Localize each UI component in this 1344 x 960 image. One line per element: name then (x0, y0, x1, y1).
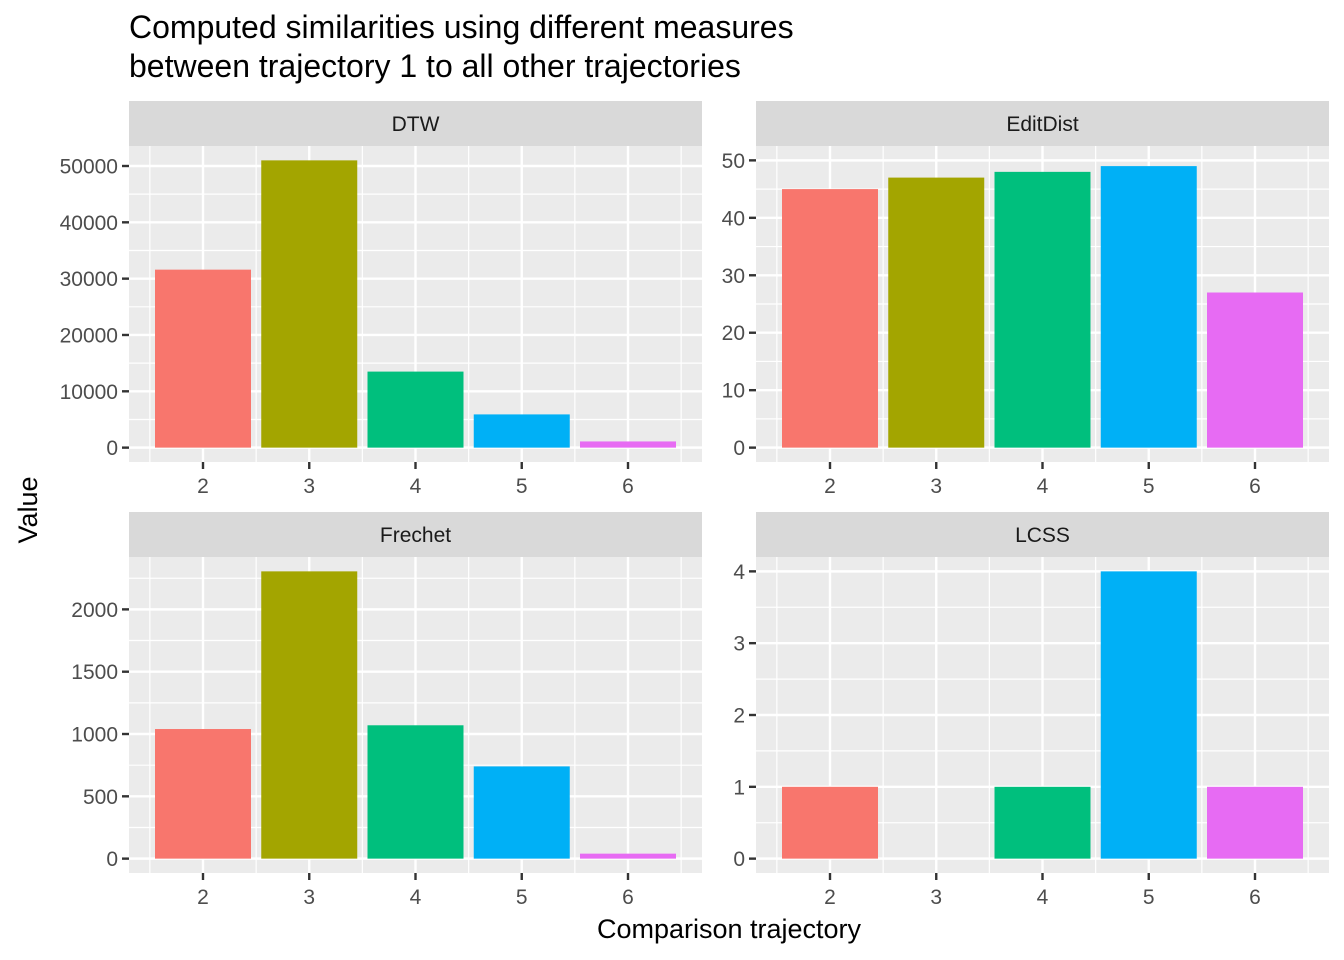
y-tick-label: 0 (733, 848, 745, 871)
y-tick-label: 50 (722, 150, 745, 173)
bar-dtw-3 (261, 160, 358, 448)
bar-frechet-3 (261, 571, 358, 859)
bar-frechet-2 (155, 729, 251, 859)
x-tick-label: 6 (1249, 886, 1261, 909)
chart-title-line-1: Computed similarities using different me… (129, 9, 794, 45)
y-tick-label: 0 (106, 848, 118, 871)
chart-title-line-2: between trajectory 1 to all other trajec… (129, 48, 741, 84)
x-tick-label: 6 (622, 886, 634, 909)
y-tick-label: 10000 (60, 381, 118, 404)
bar-editdist-4 (994, 171, 1091, 448)
x-tick-label: 3 (930, 886, 942, 909)
bar-lcss-5 (1100, 571, 1197, 859)
bar-editdist-6 (1207, 292, 1303, 448)
x-tick-label: 5 (516, 475, 528, 498)
x-tick-label: 4 (410, 886, 422, 909)
y-tick-label: 2000 (71, 599, 118, 622)
bar-dtw-2 (155, 269, 251, 448)
x-tick-label: 5 (516, 886, 528, 909)
y-tick-label: 40000 (60, 212, 118, 235)
x-tick-label: 2 (824, 886, 836, 909)
facet-dtw: DTW 0 10000 20000 30000 40000 50000 2 3 4 5 6 (60, 101, 702, 498)
x-tick-label: 2 (197, 475, 209, 498)
facet-strip (129, 101, 702, 146)
facet-lcss: LCSS 0 1 2 3 4 2 3 4 5 6 (733, 512, 1329, 909)
facet-strip (756, 101, 1329, 146)
bar-editdist-5 (1100, 166, 1197, 448)
y-tick-label: 30000 (60, 268, 118, 291)
y-tick-label: 20000 (60, 324, 118, 347)
x-tick-label: 4 (410, 475, 422, 498)
x-tick-label: 4 (1037, 886, 1049, 909)
y-tick-label: 20 (722, 322, 745, 345)
bar-lcss-6 (1207, 786, 1303, 859)
bar-lcss-2 (782, 786, 878, 859)
facet-strip-label: Frechet (380, 524, 451, 547)
facet-strip-label: DTW (392, 113, 440, 136)
y-tick-label: 10 (722, 380, 745, 403)
bar-frechet-6 (580, 853, 676, 859)
y-tick-label: 1500 (71, 661, 118, 684)
facet-editdist: EditDist 0 10 20 30 40 50 2 3 4 5 6 (722, 101, 1329, 498)
x-tick-label: 3 (303, 886, 315, 909)
x-axis-title: Comparison trajectory (597, 914, 862, 944)
bar-editdist-3 (888, 177, 985, 448)
y-tick-label: 3 (733, 633, 745, 656)
y-tick-label: 40 (722, 207, 745, 230)
bar-editdist-2 (782, 189, 878, 448)
x-tick-label: 5 (1143, 475, 1155, 498)
y-tick-label: 50000 (60, 155, 118, 178)
bar-frechet-4 (367, 725, 464, 859)
x-tick-label: 2 (197, 886, 209, 909)
bar-dtw-5 (473, 414, 570, 448)
bar-dtw-4 (367, 371, 464, 448)
facet-strip (756, 512, 1329, 557)
x-tick-label: 3 (930, 475, 942, 498)
x-tick-label: 5 (1143, 886, 1155, 909)
y-tick-label: 0 (106, 437, 118, 460)
y-tick-label: 2 (733, 705, 745, 728)
x-tick-label: 4 (1037, 475, 1049, 498)
x-tick-label: 2 (824, 475, 836, 498)
facet-strip-label: EditDist (1006, 113, 1079, 136)
x-tick-label: 3 (303, 475, 315, 498)
bar-lcss-4 (994, 786, 1091, 859)
y-axis-title: Value (13, 476, 43, 543)
y-tick-label: 4 (733, 561, 745, 584)
y-tick-label: 1 (733, 776, 745, 799)
y-tick-label: 1000 (71, 724, 118, 747)
y-tick-label: 0 (733, 437, 745, 460)
x-tick-label: 6 (622, 475, 634, 498)
x-tick-label: 6 (1249, 475, 1261, 498)
y-tick-label: 30 (722, 265, 745, 288)
bar-dtw-6 (580, 441, 676, 448)
y-tick-label: 500 (83, 786, 118, 809)
facet-frechet: Frechet 0 500 1000 1500 2000 2 3 4 5 6 (71, 512, 702, 909)
bar-frechet-5 (473, 766, 570, 859)
facet-strip (129, 512, 702, 557)
facet-strip-label: LCSS (1015, 524, 1070, 547)
